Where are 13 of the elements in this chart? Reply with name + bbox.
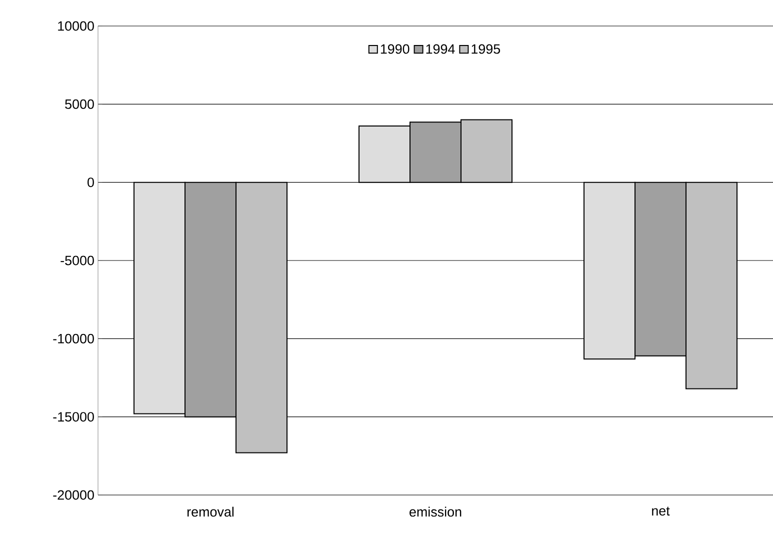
y-tick-label: -10000 <box>53 334 94 344</box>
legend-label: 1994 <box>426 44 455 54</box>
y-tick-label: 5000 <box>65 99 94 109</box>
y-tick-label: -15000 <box>53 412 94 422</box>
y-tick-label: 0 <box>88 178 94 188</box>
y-tick-label: -5000 <box>60 256 94 266</box>
x-tick-label: removal <box>187 506 234 517</box>
y-tick-label: 10000 <box>58 21 94 31</box>
y-tick-label: -20000 <box>53 490 94 500</box>
x-tick-label: net <box>652 506 670 516</box>
legend-label: 1990 <box>380 44 410 54</box>
legend-label: 1995 <box>472 44 500 54</box>
x-tick-label: emission <box>410 506 462 517</box>
